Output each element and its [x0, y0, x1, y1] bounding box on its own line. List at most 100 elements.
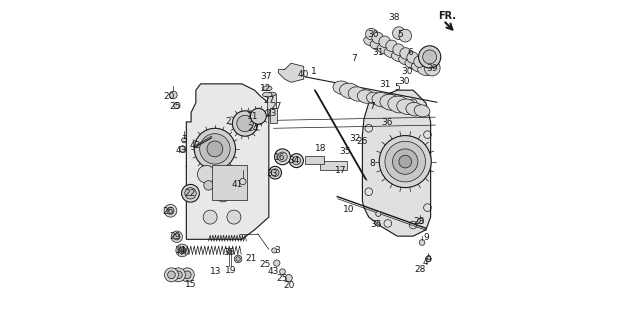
Circle shape [236, 257, 240, 261]
Circle shape [168, 271, 176, 279]
Circle shape [237, 115, 253, 132]
Circle shape [165, 268, 179, 282]
Text: 36: 36 [382, 118, 393, 127]
Text: 34: 34 [289, 156, 300, 165]
Text: 22: 22 [185, 189, 196, 198]
Circle shape [392, 27, 405, 39]
Circle shape [181, 268, 194, 282]
Text: 31: 31 [372, 48, 384, 57]
Text: 17: 17 [335, 166, 347, 175]
Text: 29: 29 [169, 232, 180, 241]
Text: 27: 27 [264, 96, 275, 105]
Ellipse shape [418, 66, 433, 76]
Text: 43: 43 [267, 267, 279, 276]
Circle shape [273, 260, 280, 266]
Text: 43: 43 [176, 146, 186, 155]
Text: 28: 28 [414, 217, 425, 226]
Ellipse shape [372, 92, 391, 107]
Circle shape [424, 60, 440, 76]
Ellipse shape [411, 62, 427, 72]
Polygon shape [186, 84, 269, 239]
Circle shape [280, 269, 286, 275]
Text: 30: 30 [402, 67, 413, 76]
Text: 11: 11 [247, 112, 258, 121]
Ellipse shape [380, 94, 401, 110]
Ellipse shape [377, 44, 392, 54]
Ellipse shape [391, 52, 406, 62]
Text: 35: 35 [223, 248, 235, 257]
Circle shape [272, 169, 279, 177]
Circle shape [379, 36, 391, 47]
Ellipse shape [263, 86, 272, 91]
Text: 12: 12 [260, 84, 272, 93]
Text: 7: 7 [370, 101, 375, 111]
Ellipse shape [399, 55, 414, 65]
Text: 30: 30 [368, 30, 379, 39]
Circle shape [179, 146, 186, 152]
Bar [305, 156, 324, 164]
Circle shape [216, 188, 230, 202]
Bar [212, 165, 247, 200]
Text: 6: 6 [408, 48, 413, 57]
Circle shape [375, 220, 380, 225]
Text: 39: 39 [426, 64, 438, 73]
Text: 9: 9 [425, 255, 431, 264]
Circle shape [167, 207, 174, 214]
Text: 8: 8 [369, 159, 375, 168]
Text: 20: 20 [283, 281, 294, 290]
Circle shape [425, 256, 431, 262]
Circle shape [392, 149, 418, 174]
Circle shape [164, 204, 177, 217]
Ellipse shape [405, 59, 420, 69]
Text: 25: 25 [277, 274, 288, 283]
Text: 40: 40 [298, 70, 309, 79]
Text: 15: 15 [185, 280, 197, 289]
Circle shape [179, 247, 186, 254]
Circle shape [171, 231, 183, 243]
Circle shape [232, 111, 258, 136]
Ellipse shape [370, 40, 385, 50]
Ellipse shape [333, 81, 350, 94]
Ellipse shape [340, 83, 360, 99]
Circle shape [197, 165, 215, 183]
Bar [319, 161, 347, 170]
Circle shape [418, 218, 424, 224]
Circle shape [240, 178, 246, 185]
Circle shape [414, 56, 425, 68]
Ellipse shape [357, 90, 375, 103]
Circle shape [423, 50, 437, 64]
Ellipse shape [388, 96, 410, 113]
Ellipse shape [364, 36, 379, 46]
Circle shape [400, 48, 411, 59]
Ellipse shape [267, 110, 276, 114]
Text: 37: 37 [260, 72, 272, 81]
Circle shape [269, 166, 282, 179]
Text: 25: 25 [169, 102, 180, 111]
Text: 31: 31 [379, 80, 391, 89]
Text: 19: 19 [225, 266, 237, 275]
Circle shape [232, 170, 245, 182]
Circle shape [182, 138, 187, 143]
Circle shape [275, 149, 291, 165]
Text: 36: 36 [370, 220, 382, 228]
Circle shape [172, 268, 186, 282]
Polygon shape [363, 90, 431, 236]
Text: 33: 33 [266, 169, 278, 178]
Text: 25: 25 [259, 260, 271, 268]
Ellipse shape [267, 92, 276, 96]
Circle shape [393, 44, 404, 55]
Text: FR.: FR. [438, 11, 456, 21]
Circle shape [399, 155, 411, 168]
Text: 35: 35 [339, 147, 350, 156]
Text: 13: 13 [210, 267, 221, 276]
Ellipse shape [397, 99, 417, 115]
Text: 28: 28 [415, 265, 426, 274]
Circle shape [289, 154, 303, 168]
Text: 27: 27 [270, 102, 282, 111]
Circle shape [227, 210, 241, 224]
Text: 2: 2 [226, 117, 232, 126]
Circle shape [204, 180, 213, 190]
Text: 21: 21 [245, 254, 257, 263]
Circle shape [234, 255, 242, 263]
Text: 32: 32 [350, 134, 361, 143]
